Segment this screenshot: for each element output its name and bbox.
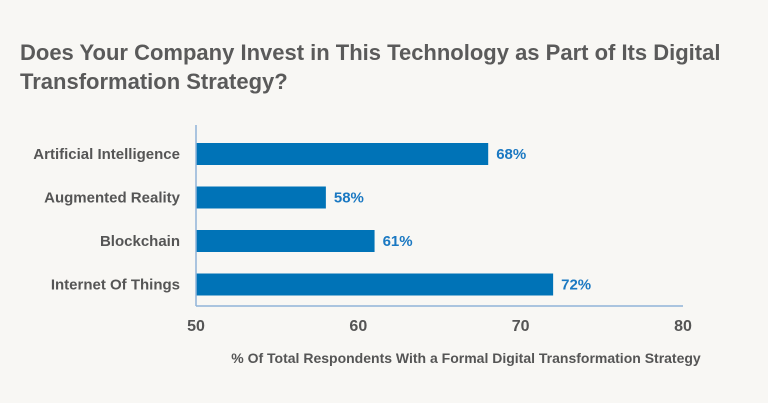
- category-label: Artificial Intelligence: [33, 146, 180, 163]
- data-label: 61%: [383, 233, 413, 250]
- category-label: Augmented Reality: [44, 190, 181, 207]
- x-axis-title: % Of Total Respondents With a Formal Dig…: [231, 350, 701, 366]
- x-tick-label: 60: [349, 318, 367, 335]
- bar: [196, 273, 554, 296]
- data-label: 72%: [561, 277, 591, 294]
- bar: [196, 143, 489, 165]
- bar: [196, 230, 375, 252]
- x-tick-label: 70: [512, 318, 530, 335]
- category-label: Internet Of Things: [51, 277, 180, 294]
- x-tick-label: 50: [187, 318, 205, 335]
- bar: [196, 186, 326, 209]
- data-label: 58%: [334, 190, 364, 207]
- x-tick-label: 80: [674, 318, 692, 335]
- category-label: Blockchain: [100, 233, 180, 250]
- chart-title: Does Your Company Invest in This Technol…: [20, 40, 721, 94]
- data-label: 68%: [496, 146, 526, 163]
